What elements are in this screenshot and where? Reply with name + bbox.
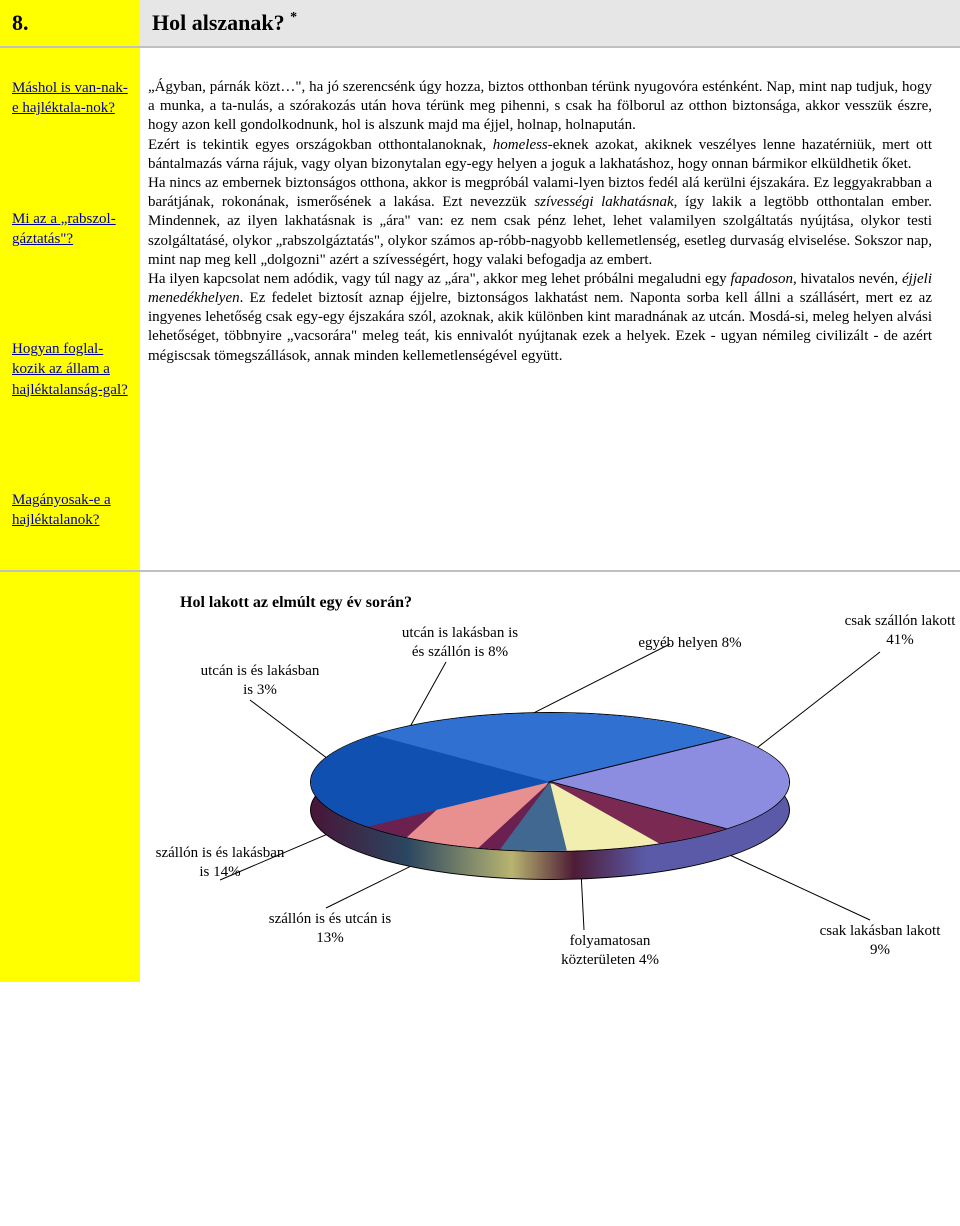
header-row: 8. Hol alszanak? *	[0, 0, 960, 48]
paragraph-2: Ha nincs az embernek biztonságos otthona…	[148, 174, 932, 270]
chart-area: Hol lakott az elmúlt egy év során? csak …	[140, 572, 960, 982]
p3b-italic: fapadoson	[730, 271, 793, 287]
main-text: „Ágyban, párnák közt…", ha jó szerencsén…	[140, 48, 960, 570]
slice-label: utcán is lakásban isés szállón is 8%	[380, 624, 540, 662]
p3c: , hivatalos nevén,	[793, 271, 902, 287]
section-title: Hol alszanak? *	[140, 0, 960, 46]
footnote-asterisk: *	[290, 10, 297, 25]
p1b: Ezért is tekintik egyes országokban otth…	[148, 137, 493, 153]
pie-chart	[310, 712, 790, 882]
chart-sidebar	[0, 572, 140, 982]
slice-label: csak lakásban lakott9%	[800, 922, 960, 960]
sidebar-question-4[interactable]: Magányosak-e a hajléktalanok?	[12, 490, 128, 531]
paragraph-1: „Ágyban, párnák közt…", ha jó szerencsén…	[148, 78, 932, 174]
sidebar: Máshol is van-nak-e hajléktala-nok? Mi a…	[0, 48, 140, 570]
slice-label: szállón is és utcán is13%	[250, 910, 410, 948]
slice-label: folyamatosanközterületen 4%	[530, 932, 690, 970]
pie-top	[310, 712, 790, 852]
p1c-italic: homeless	[493, 137, 548, 153]
p3e: . Ez fedelet biztosít aznap éjjelre, biz…	[148, 290, 932, 364]
p2b-italic: szívességi lakhatásnak	[534, 194, 673, 210]
p1a: „Ágyban, párnák közt…", ha jó szerencsén…	[148, 79, 932, 133]
sidebar-question-3[interactable]: Hogyan foglal-kozik az állam a hajléktal…	[12, 339, 128, 400]
p3a: Ha ilyen kapcsolat nem adódik, vagy túl …	[148, 271, 730, 287]
slice-label: egyéb helyen 8%	[610, 634, 770, 653]
section-number: 8.	[0, 0, 140, 46]
slice-label: csak szállón lakott41%	[820, 612, 960, 650]
slice-label: szállón is és lakásbanis 14%	[140, 844, 300, 882]
paragraph-3: Ha ilyen kapcsolat nem adódik, vagy túl …	[148, 270, 932, 366]
slice-label: utcán is és lakásbanis 3%	[180, 662, 340, 700]
content-row: Máshol is van-nak-e hajléktala-nok? Mi a…	[0, 48, 960, 570]
sidebar-question-2[interactable]: Mi az a „rabszol-gáztatás"?	[12, 209, 128, 250]
chart-section: Hol lakott az elmúlt egy év során? csak …	[0, 570, 960, 982]
sidebar-question-1[interactable]: Máshol is van-nak-e hajléktala-nok?	[12, 78, 128, 119]
title-text: Hol alszanak?	[152, 10, 285, 35]
